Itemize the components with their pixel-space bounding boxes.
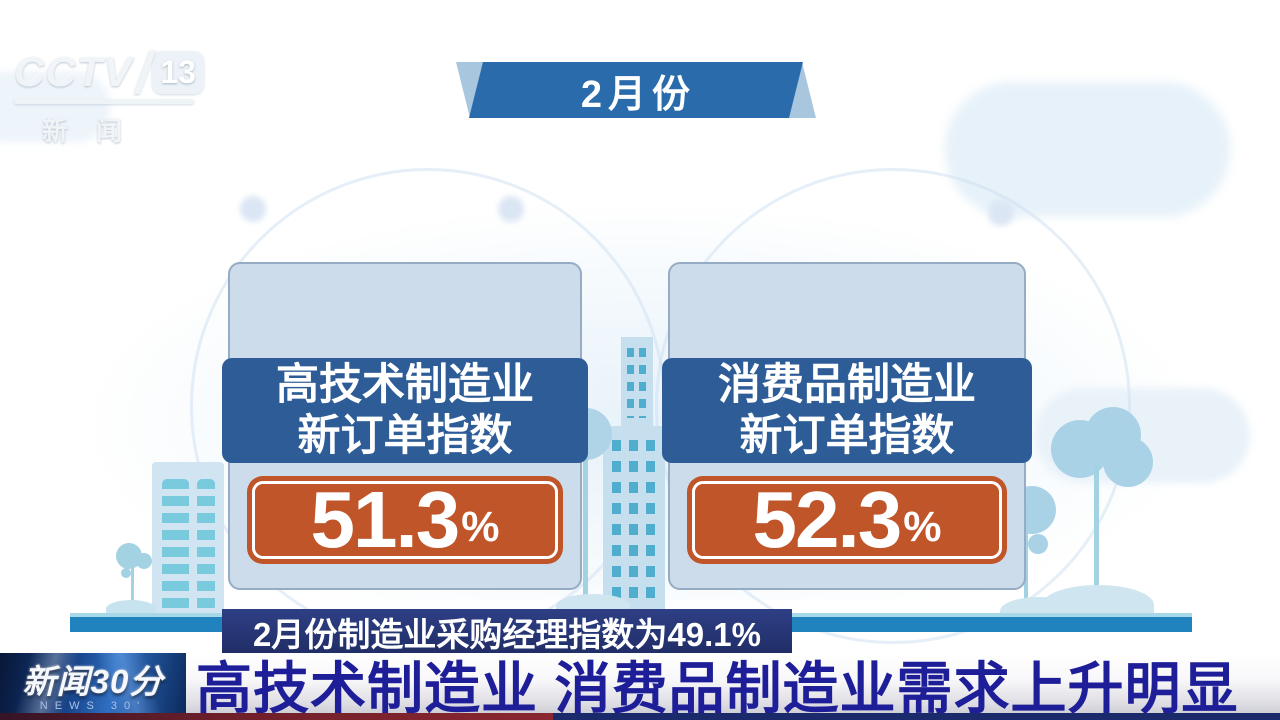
plant-leaf bbox=[136, 553, 152, 569]
skyscraper-top bbox=[621, 337, 653, 432]
index-card-consumer-value-frame: 52.3 % bbox=[692, 475, 1002, 564]
month-banner-label: 2月份 bbox=[581, 73, 697, 116]
month-banner: 2月份 bbox=[456, 62, 816, 118]
index-card-consumer-title-line1: 消费品制造业 bbox=[718, 360, 976, 409]
skyscraper-windows bbox=[629, 440, 638, 608]
tree-canopy bbox=[1103, 437, 1153, 487]
headline-text: 高技术制造业 消费品制造业需求上升明显 bbox=[196, 656, 1239, 714]
news30-logo-streaks bbox=[0, 653, 186, 713]
index-card-hightech-unit: % bbox=[461, 503, 500, 551]
skyscraper-windows bbox=[639, 348, 646, 418]
pmi-caption-text: 2月份制造业采购经理指数为49.1% bbox=[253, 616, 761, 653]
tree-trunk bbox=[1094, 465, 1099, 615]
index-card-hightech: 高技术制造业 新订单指数 51.3 % bbox=[222, 262, 588, 590]
headline-bar: 高技术制造业 消费品制造业需求上升明显 bbox=[186, 653, 1280, 713]
month-banner-ribbon: 2月份 bbox=[469, 62, 803, 118]
skyscraper-windows bbox=[627, 348, 634, 418]
news30-logo: 新闻30分 NEWS 30' bbox=[0, 653, 186, 713]
news-ticker: 高技术制造业 消费品制造业需求上升明显 新闻30分 NEWS 30' bbox=[0, 653, 1280, 720]
index-card-consumer: 消费品制造业 新订单指数 52.3 % bbox=[662, 262, 1032, 590]
plant-leaf bbox=[121, 568, 131, 578]
decor-arc bbox=[655, 168, 1131, 644]
building-windows bbox=[162, 479, 189, 611]
index-card-consumer-value: 52.3 bbox=[752, 475, 903, 564]
skyscraper-windows bbox=[612, 440, 621, 608]
index-card-consumer-value-box: 52.3 % bbox=[687, 476, 1007, 564]
pmi-caption-bar: 2月份制造业采购经理指数为49.1% bbox=[222, 609, 792, 655]
tree-canopy bbox=[1028, 534, 1048, 554]
index-card-hightech-value-frame: 51.3 % bbox=[252, 475, 558, 564]
index-card-hightech-title-line1: 高技术制造业 bbox=[276, 360, 534, 409]
news30-logo-subtitle: NEWS 30' bbox=[39, 699, 147, 712]
index-card-consumer-header: 消费品制造业 新订单指数 bbox=[662, 358, 1032, 463]
tree-trunk bbox=[1024, 508, 1028, 608]
decor-dot bbox=[498, 196, 524, 222]
skyscraper-windows bbox=[646, 440, 655, 608]
index-card-hightech-value: 51.3 bbox=[310, 475, 461, 564]
building-windows bbox=[197, 479, 215, 611]
index-card-hightech-header: 高技术制造业 新订单指数 bbox=[222, 358, 588, 463]
decor-dot bbox=[240, 196, 266, 222]
index-card-hightech-title-line2: 新订单指数 bbox=[297, 411, 513, 460]
index-card-consumer-title-line2: 新订单指数 bbox=[739, 411, 955, 460]
ticker-bottom-strip-blue bbox=[553, 713, 1280, 720]
news30-logo-title: 新闻30分 bbox=[22, 662, 164, 700]
cloud-top-left bbox=[0, 72, 110, 142]
ticker-bottom-strip-red bbox=[0, 713, 553, 720]
tree-trunk bbox=[583, 452, 588, 614]
index-card-hightech-value-box: 51.3 % bbox=[247, 476, 563, 564]
plant-stem bbox=[131, 560, 134, 608]
decor-dot bbox=[988, 200, 1014, 226]
index-card-consumer-unit: % bbox=[903, 503, 942, 551]
